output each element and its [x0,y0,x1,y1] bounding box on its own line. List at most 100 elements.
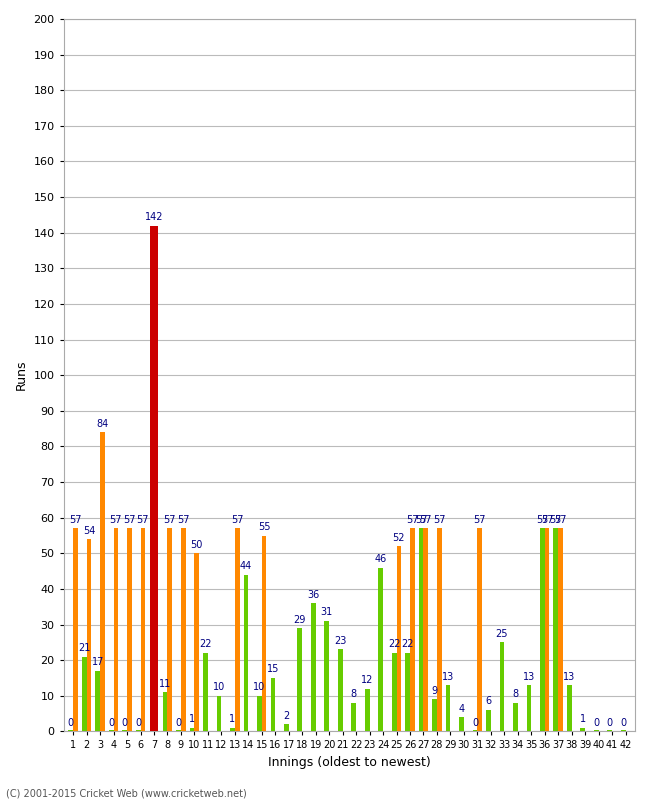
Text: 15: 15 [266,665,279,674]
Text: 0: 0 [593,718,599,728]
Bar [405,653,410,731]
Bar [437,528,441,731]
Bar [540,528,545,731]
Bar [311,603,316,731]
Text: 142: 142 [145,212,163,222]
Text: 25: 25 [496,629,508,639]
Bar [262,535,266,731]
Text: 57: 57 [70,515,82,525]
Bar [194,554,199,731]
Bar [526,685,531,731]
Bar [545,528,549,731]
Text: 0: 0 [135,718,141,728]
Text: 2: 2 [283,710,289,721]
Text: 52: 52 [393,533,405,542]
Text: 13: 13 [442,671,454,682]
Bar [473,730,477,731]
Bar [486,710,491,731]
Bar [477,528,482,731]
Bar [554,528,558,731]
Bar [459,717,464,731]
Text: 57: 57 [433,515,445,525]
Text: 57: 57 [164,515,176,525]
Text: 84: 84 [96,418,109,429]
Text: 1: 1 [580,714,586,724]
Text: 8: 8 [512,690,519,699]
Bar [298,628,302,731]
Text: 0: 0 [108,718,114,728]
Bar [365,689,370,731]
Text: 29: 29 [294,614,306,625]
Bar [270,678,275,731]
Text: 55: 55 [258,522,270,532]
Bar [181,528,186,731]
Bar [82,657,86,731]
Bar [284,724,289,731]
Text: 0: 0 [122,718,128,728]
Bar [140,528,145,731]
Text: 1: 1 [229,714,235,724]
Text: 57: 57 [550,515,562,525]
Bar [244,574,248,731]
Text: 10: 10 [213,682,225,692]
Text: 13: 13 [523,671,535,682]
Text: 0: 0 [176,718,181,728]
Text: 23: 23 [334,636,346,646]
Text: 22: 22 [402,639,414,650]
Text: 57: 57 [419,515,432,525]
Bar [446,685,450,731]
Bar [176,730,181,731]
Bar [419,528,423,731]
Text: 57: 57 [177,515,190,525]
X-axis label: Innings (oldest to newest): Innings (oldest to newest) [268,756,431,769]
Bar [109,730,114,731]
Text: 6: 6 [486,697,491,706]
Bar [257,696,262,731]
Text: 36: 36 [307,590,319,600]
Text: 12: 12 [361,675,373,685]
Bar [127,528,132,731]
Bar [162,692,168,731]
Text: 31: 31 [320,607,333,618]
Bar [216,696,222,731]
Bar [392,653,396,731]
Text: 17: 17 [92,658,104,667]
Bar [580,728,585,731]
Bar [203,653,208,731]
Bar [68,730,73,731]
Text: 57: 57 [536,515,549,525]
Text: 57: 57 [541,515,553,525]
Bar [567,685,571,731]
Text: 0: 0 [620,718,626,728]
Bar [100,432,105,731]
Bar [396,546,401,731]
Text: 54: 54 [83,526,95,535]
Text: 22: 22 [388,639,400,650]
Text: 0: 0 [606,718,613,728]
Text: 0: 0 [472,718,478,728]
Bar [621,730,625,731]
Text: 22: 22 [200,639,212,650]
Text: 10: 10 [254,682,266,692]
Text: 44: 44 [240,561,252,571]
Text: 50: 50 [190,540,203,550]
Text: (C) 2001-2015 Cricket Web (www.cricketweb.net): (C) 2001-2015 Cricket Web (www.cricketwe… [6,788,247,798]
Bar [168,528,172,731]
Bar [150,226,157,731]
Text: 11: 11 [159,678,171,689]
Bar [235,528,240,731]
Bar [136,730,140,731]
Text: 0: 0 [68,718,74,728]
Y-axis label: Runs: Runs [15,360,28,390]
Text: 4: 4 [458,704,465,714]
Text: 13: 13 [563,671,575,682]
Text: 57: 57 [123,515,136,525]
Text: 57: 57 [406,515,419,525]
Text: 21: 21 [78,643,90,653]
Bar [324,621,329,731]
Text: 57: 57 [415,515,427,525]
Bar [558,528,563,731]
Bar [432,699,437,731]
Bar [96,671,100,731]
Bar [594,730,599,731]
